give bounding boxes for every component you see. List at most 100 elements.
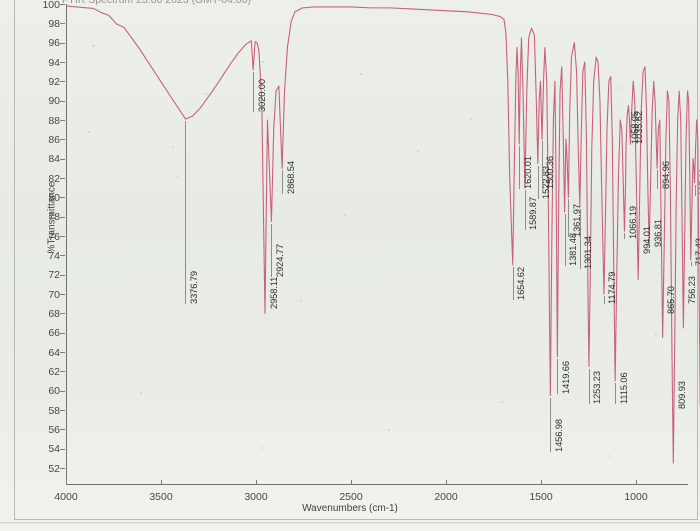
peak-leader-line xyxy=(541,141,543,189)
y-tick-label: 64 xyxy=(48,346,60,359)
y-tick-mark xyxy=(60,178,65,179)
peak-label: 1620.01 xyxy=(522,156,533,189)
peak-leader-line xyxy=(253,71,255,112)
chart-title: FTIR Spectrum 23.06 2023 (GMT-04:00) xyxy=(62,0,252,6)
peak-label: 936.81 xyxy=(652,219,663,247)
x-tick-label: 4000 xyxy=(54,491,78,503)
y-tick-mark xyxy=(60,429,65,431)
paper-speck xyxy=(618,87,620,89)
y-tick-label: 100 xyxy=(42,0,60,11)
paper-speck xyxy=(344,214,346,216)
paper-speck xyxy=(262,61,264,63)
y-tick-label: 58 xyxy=(48,404,60,417)
peak-leader-line xyxy=(519,146,521,189)
y-tick-label: 68 xyxy=(48,307,60,320)
y-tick-mark xyxy=(60,410,65,411)
peak-label: 865.70 xyxy=(666,286,676,314)
paper-speck xyxy=(417,150,419,152)
peak-leader-line xyxy=(512,267,514,300)
peak-label: 1500.36 xyxy=(545,156,556,189)
y-tick-label: 70 xyxy=(48,288,60,301)
x-axis-ticks: 4000 3500 3000 2500 2000 1500 1000 xyxy=(0,480,700,505)
x-tick-label: 3500 xyxy=(149,491,173,503)
x-tick-mark xyxy=(541,480,542,485)
x-tick-label: 2500 xyxy=(339,491,363,503)
y-tick-mark xyxy=(60,236,65,237)
peak-label: 1381.48 xyxy=(568,233,578,266)
peak-leader-line xyxy=(657,170,658,189)
peak-label: 3376.79 xyxy=(188,271,199,304)
paper-speck xyxy=(655,334,657,336)
y-tick-mark xyxy=(60,158,65,160)
x-tick-mark xyxy=(161,480,162,485)
x-axis-title: Wavenumbers (cm-1) xyxy=(302,503,398,514)
peak-leader-line xyxy=(615,383,617,404)
peak-leader-line xyxy=(603,296,605,304)
peak-label: 3020.00 xyxy=(256,79,267,112)
y-tick-label: 74 xyxy=(48,249,60,262)
y-tick-label: 82 xyxy=(48,172,60,185)
y-tick-label: 54 xyxy=(48,443,60,456)
peak-leader-line xyxy=(588,368,590,404)
paper-speck xyxy=(205,93,207,95)
x-tick-mark xyxy=(351,480,352,485)
peak-label: 1301.34 xyxy=(583,236,594,269)
x-tick-mark xyxy=(256,480,257,485)
peak-label: 1174.79 xyxy=(607,271,618,304)
spectrum-trace xyxy=(66,5,700,464)
peak-label: 2924.77 xyxy=(274,244,285,277)
y-axis-ticks: 100 98 96 94 92 90 88 86 84 82 80 78 76 74 72 70 68 66 64 6… xyxy=(0,0,66,490)
x-tick-mark xyxy=(636,480,637,485)
y-tick-mark xyxy=(60,448,65,450)
y-tick-label: 96 xyxy=(48,37,60,50)
peak-label: 1066.19 xyxy=(627,206,638,239)
peak-leader-line xyxy=(537,165,539,199)
paper-speck xyxy=(92,45,95,47)
peak-leader-line xyxy=(550,397,552,452)
y-tick-mark xyxy=(60,313,65,315)
y-tick-label: 78 xyxy=(48,211,60,224)
y-tick-label: 56 xyxy=(48,423,60,436)
x-tick-label: 2000 xyxy=(434,491,458,503)
y-tick-mark xyxy=(60,81,65,83)
x-tick-mark xyxy=(66,480,67,485)
y-tick-label: 86 xyxy=(48,133,60,146)
y-tick-label: 84 xyxy=(48,153,60,166)
peak-leader-line xyxy=(579,209,581,269)
peak-label: 1419.66 xyxy=(560,361,571,394)
y-tick-mark xyxy=(60,23,65,25)
paper-speck xyxy=(501,401,503,403)
peak-leader-line xyxy=(271,223,273,277)
x-tick-label: 3000 xyxy=(244,491,268,503)
y-tick-mark xyxy=(60,352,65,353)
peak-label: 1654.62 xyxy=(516,267,527,300)
peak-leader-line xyxy=(524,189,526,230)
spectrum-curve xyxy=(66,5,700,464)
peak-label: 994.01 xyxy=(641,226,652,254)
peak-label: 717.43 xyxy=(694,238,700,266)
y-tick-label: 90 xyxy=(48,95,60,108)
peak-label: 894.96 xyxy=(660,161,671,189)
figure-outer-frame xyxy=(14,0,698,520)
peak-label: 2958.11 xyxy=(268,276,279,309)
y-tick-mark xyxy=(60,294,65,295)
paper-speck xyxy=(586,212,588,214)
peak-label: 1253.23 xyxy=(592,371,603,404)
peak-label: 809.93 xyxy=(676,381,687,409)
y-tick-label: 94 xyxy=(48,56,60,69)
y-tick-label: 92 xyxy=(48,75,60,88)
peak-label: 1035.62 xyxy=(633,111,644,144)
paper-speck xyxy=(523,299,525,301)
y-tick-mark xyxy=(60,371,65,373)
y-tick-label: 72 xyxy=(48,269,60,282)
plot-area: 3376.79 3020.00 2958.11 2924.77 2868.54 1654.… xyxy=(66,4,700,485)
peak-leader-line xyxy=(557,358,559,394)
paper-speck xyxy=(176,176,178,177)
y-tick-mark xyxy=(60,42,65,44)
y-tick-mark xyxy=(60,120,65,121)
paper-speck xyxy=(609,455,611,457)
y-tick-label: 66 xyxy=(48,327,60,340)
y-tick-label: 76 xyxy=(48,230,60,243)
